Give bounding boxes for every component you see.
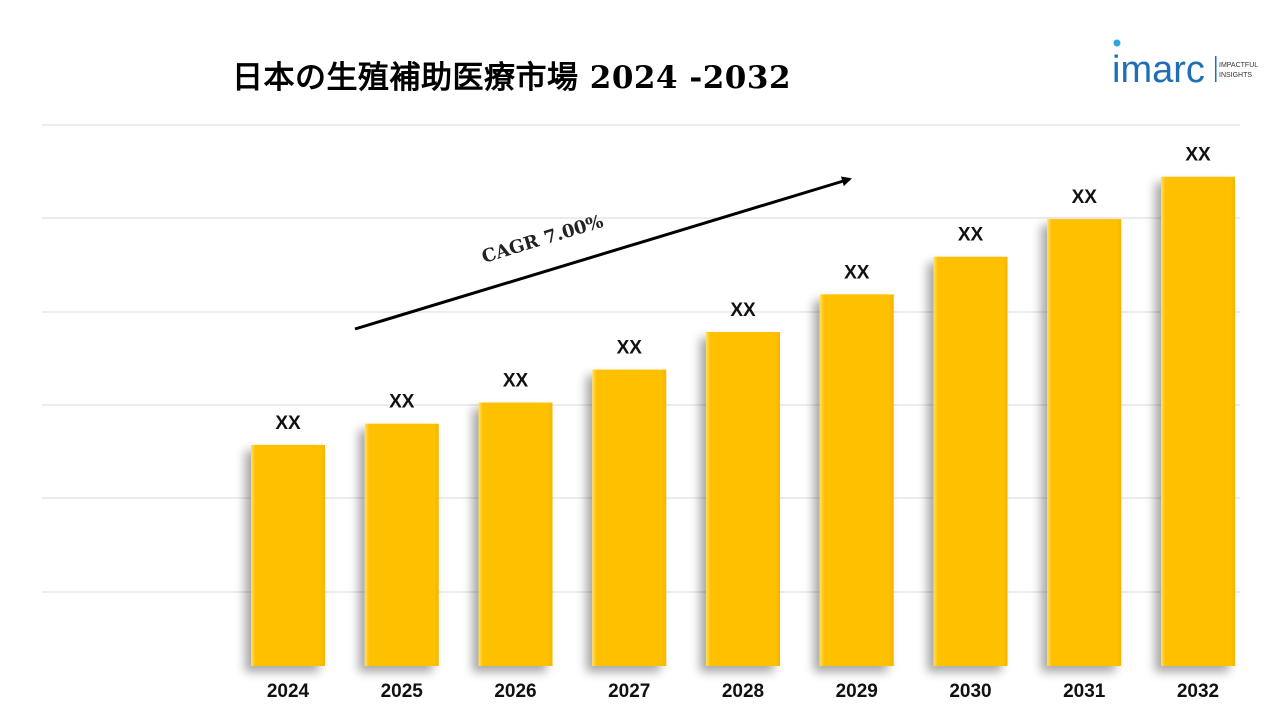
bar (1047, 219, 1122, 666)
bar (478, 402, 553, 666)
bar-data-label: XX (958, 225, 984, 246)
x-tick-label: 2025 (381, 681, 424, 702)
bars (251, 176, 1235, 666)
x-tick-label: 2031 (1063, 681, 1106, 702)
x-tick-label: 2032 (1177, 681, 1219, 702)
bar (706, 331, 780, 666)
x-tick-label: 2029 (836, 681, 878, 702)
bar-data-label: XX (503, 371, 529, 392)
x-tick-label: 2030 (949, 681, 991, 702)
logo-divider (1215, 56, 1217, 82)
bar (819, 294, 894, 666)
cagr-arrow (354, 176, 852, 331)
x-tick-label: 2024 (267, 681, 310, 702)
bar-data-label: XX (1072, 187, 1098, 208)
bar (251, 444, 325, 666)
bar-data-label: XX (389, 392, 415, 413)
bar (1161, 176, 1235, 666)
chart-title: 日本の生殖補助医療市場 2024 -2032 (232, 60, 792, 96)
bar (364, 423, 439, 666)
x-tick-label: 2028 (722, 681, 764, 702)
bar (933, 256, 1008, 666)
x-tick-label: 2027 (608, 681, 650, 702)
imarc-logo: imarc IMPACTFUL INSIGHTS (1112, 39, 1258, 90)
data-labels: XX XX XX XX XX XX XX XX XX (275, 145, 1211, 434)
logo-tagline-2: INSIGHTS (1219, 72, 1252, 79)
x-tick-label: 2026 (494, 681, 536, 702)
bar-data-label: XX (730, 300, 756, 321)
x-axis-ticks: 2024 2025 2026 2027 2028 2029 2030 2031 2032 (267, 681, 1219, 702)
bar-data-label: XX (617, 338, 643, 359)
bar-data-label: XX (275, 413, 301, 434)
logo-brand-text: imarc (1112, 49, 1205, 90)
logo-dot (1113, 39, 1121, 47)
bar (592, 369, 667, 666)
bar-data-label: XX (1185, 145, 1211, 166)
logo-tagline-1: IMPACTFUL (1219, 62, 1258, 69)
bar-data-label: XX (844, 262, 870, 283)
